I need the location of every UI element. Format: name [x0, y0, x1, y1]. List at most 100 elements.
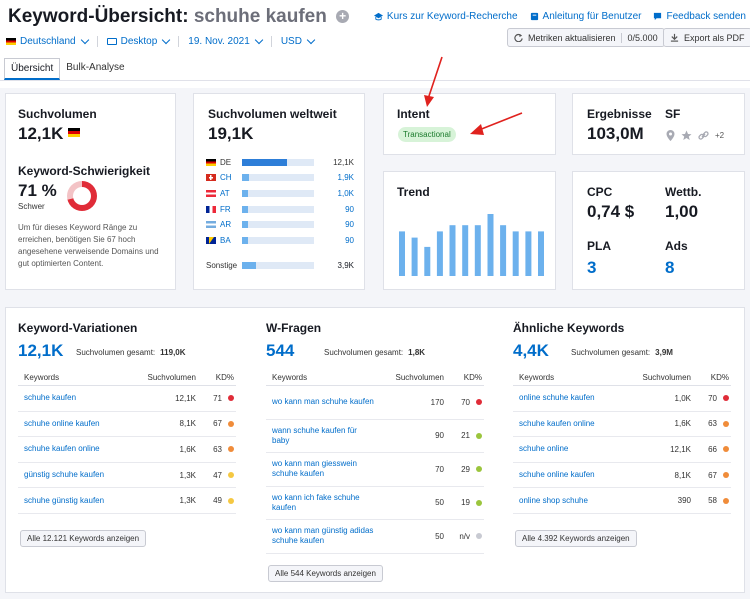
column-header-keywords[interactable]: Keywords: [519, 373, 555, 382]
country-select[interactable]: Deutschland: [6, 35, 98, 47]
device-select[interactable]: Desktop: [106, 35, 180, 47]
country-value[interactable]: 1,9K: [337, 173, 354, 183]
keyword-link[interactable]: wann schuhe kaufen für baby: [272, 425, 357, 445]
column-header-kd[interactable]: KD%: [215, 373, 234, 382]
country-code[interactable]: FR: [220, 204, 231, 214]
country-value[interactable]: 90: [345, 236, 354, 245]
country-value[interactable]: 1,0K: [337, 188, 354, 198]
difficulty-value: 71 %: [18, 181, 57, 200]
link-icon[interactable]: [698, 130, 709, 141]
country-value[interactable]: 90: [345, 220, 354, 230]
keyword-link[interactable]: schuhe online kaufen: [24, 418, 100, 428]
country-code[interactable]: BA: [220, 236, 231, 245]
country-row: DE 12,1K: [206, 157, 354, 167]
feedback-link[interactable]: Feedback senden: [653, 11, 746, 22]
update-metrics-button[interactable]: Metriken aktualisieren 0/5.000: [507, 28, 665, 47]
keyword-link[interactable]: online shop schuhe: [519, 495, 588, 505]
keyword-link[interactable]: online schuhe kaufen: [519, 393, 595, 403]
export-pdf-button[interactable]: Export als PDF: [663, 28, 750, 47]
keyword-link[interactable]: schuhe günstig kaufen: [24, 495, 105, 505]
star-icon[interactable]: [681, 130, 692, 141]
keyword-kd-value: 29: [461, 464, 470, 474]
show-all-keywords-button[interactable]: Alle 4.392 Keywords anzeigen: [515, 530, 637, 547]
currency-value: USD: [280, 36, 302, 47]
graduation-cap-icon: [373, 12, 383, 21]
country-row-other: Sonstige 3,9K: [206, 260, 354, 270]
page-title: Keyword-Übersicht: schuhe kaufen +: [8, 6, 350, 28]
keyword-link[interactable]: wo kann ich fake schuhe kaufen: [272, 492, 360, 512]
volume-label: Suchvolumen: [18, 107, 97, 121]
export-pdf-label: Export als PDF: [684, 32, 745, 43]
country-flag-icon: [206, 237, 216, 244]
currency-select[interactable]: USD: [280, 35, 323, 47]
country-value[interactable]: 90: [345, 204, 354, 214]
column-header-keywords[interactable]: Keywords: [272, 373, 308, 382]
country-bar-fill: [242, 237, 248, 244]
table-row: wo kann man giesswein schuhe kaufen 70 29: [266, 453, 484, 487]
trend-chart: [399, 214, 544, 276]
keyword-kd: 29: [444, 465, 484, 474]
annotation-arrow-icon: [470, 112, 523, 135]
section-count[interactable]: 544: [266, 341, 295, 360]
keyword-link[interactable]: schuhe kaufen online: [519, 418, 595, 428]
column-header-kd[interactable]: KD%: [463, 373, 482, 382]
serp-features-more[interactable]: +2: [715, 131, 725, 140]
country-flag-icon: [206, 174, 216, 182]
map-pin-icon[interactable]: [666, 130, 675, 141]
country-value: Deutschland: [20, 36, 76, 47]
volume-card: Suchvolumen 12,1K Keyword-Schwierigkeit …: [5, 93, 176, 290]
table-row: schuhe online kaufen 8,1K 67: [18, 412, 236, 438]
other-label: Sonstige: [206, 260, 238, 270]
keyword-table: Keywords Suchvolumen KD% online schuhe kauf…: [513, 370, 731, 514]
keyword-link[interactable]: schuhe kaufen: [24, 393, 77, 403]
kd-dot-icon: [228, 395, 234, 402]
update-metrics-count: 0/5.000: [620, 32, 658, 43]
column-header-volume[interactable]: Suchvolumen: [395, 373, 444, 382]
kd-dot-icon: [723, 395, 729, 402]
manual-link[interactable]: Anleitung für Benutzer: [530, 11, 641, 22]
header-links: Kurs zur Keyword-Recherche Anleitung für…: [373, 11, 746, 22]
section-total-label: Suchvolumen gesamt:: [76, 348, 156, 357]
other-bar-fill: [242, 261, 257, 269]
column-header-volume[interactable]: Suchvolumen: [147, 373, 196, 382]
keyword-link[interactable]: wo kann man giesswein schuhe kaufen: [272, 459, 357, 479]
ads-value[interactable]: 8: [665, 258, 675, 277]
table-row: schuhe kaufen online 1,6K 63: [513, 412, 731, 438]
keyword-kd: 71: [196, 394, 236, 403]
pla-value[interactable]: 3: [587, 258, 597, 277]
tab-overview[interactable]: Übersicht: [4, 58, 61, 80]
show-all-keywords-button[interactable]: Alle 12.121 Keywords anzeigen: [20, 530, 147, 547]
country-code[interactable]: CH: [220, 173, 232, 183]
section-total-value: 1,8K: [408, 348, 426, 357]
country-code[interactable]: AR: [220, 220, 232, 230]
kd-dot-icon: [476, 533, 482, 540]
keyword-kd: 58: [691, 496, 731, 505]
chevron-down-icon: [162, 35, 171, 45]
section-count[interactable]: 12,1K: [18, 341, 64, 360]
column-header-volume[interactable]: Suchvolumen: [642, 373, 691, 382]
country-code[interactable]: AT: [220, 188, 230, 198]
column-header-keywords[interactable]: Keywords: [24, 373, 60, 382]
country-bar-track: [242, 221, 314, 229]
keyword-link[interactable]: wo kann man schuhe kaufen: [272, 397, 374, 407]
date-select[interactable]: 19. Nov. 2021: [188, 35, 272, 47]
trend-bar: [487, 214, 494, 276]
kd-dot-icon: [228, 472, 234, 479]
add-plus-icon[interactable]: +: [336, 10, 350, 23]
results-card: Ergebnisse 103,0M SF +2: [572, 93, 745, 155]
keyword-kd: 67: [196, 419, 236, 428]
keyword-link[interactable]: wo kann man günstig adidas schuhe kaufen: [272, 526, 374, 546]
keyword-link[interactable]: schuhe online kaufen: [519, 470, 595, 480]
country-row: AR 90: [206, 220, 354, 230]
tab-bulk-analysis[interactable]: Bulk-Analyse: [66, 62, 125, 73]
keyword-link[interactable]: schuhe online: [519, 444, 569, 454]
column-header-kd[interactable]: KD%: [710, 373, 729, 382]
show-all-keywords-button[interactable]: Alle 544 Keywords anzeigen: [268, 565, 383, 582]
competition-value: 1,00: [665, 202, 699, 221]
keyword-link[interactable]: schuhe kaufen online: [24, 444, 100, 454]
course-link[interactable]: Kurs zur Keyword-Recherche: [373, 11, 518, 22]
section-count[interactable]: 4,4K: [513, 341, 549, 360]
serp-features-label: SF: [665, 107, 681, 121]
keyword-link[interactable]: günstig schuhe kaufen: [24, 470, 105, 480]
trend-card: Trend: [383, 171, 556, 290]
